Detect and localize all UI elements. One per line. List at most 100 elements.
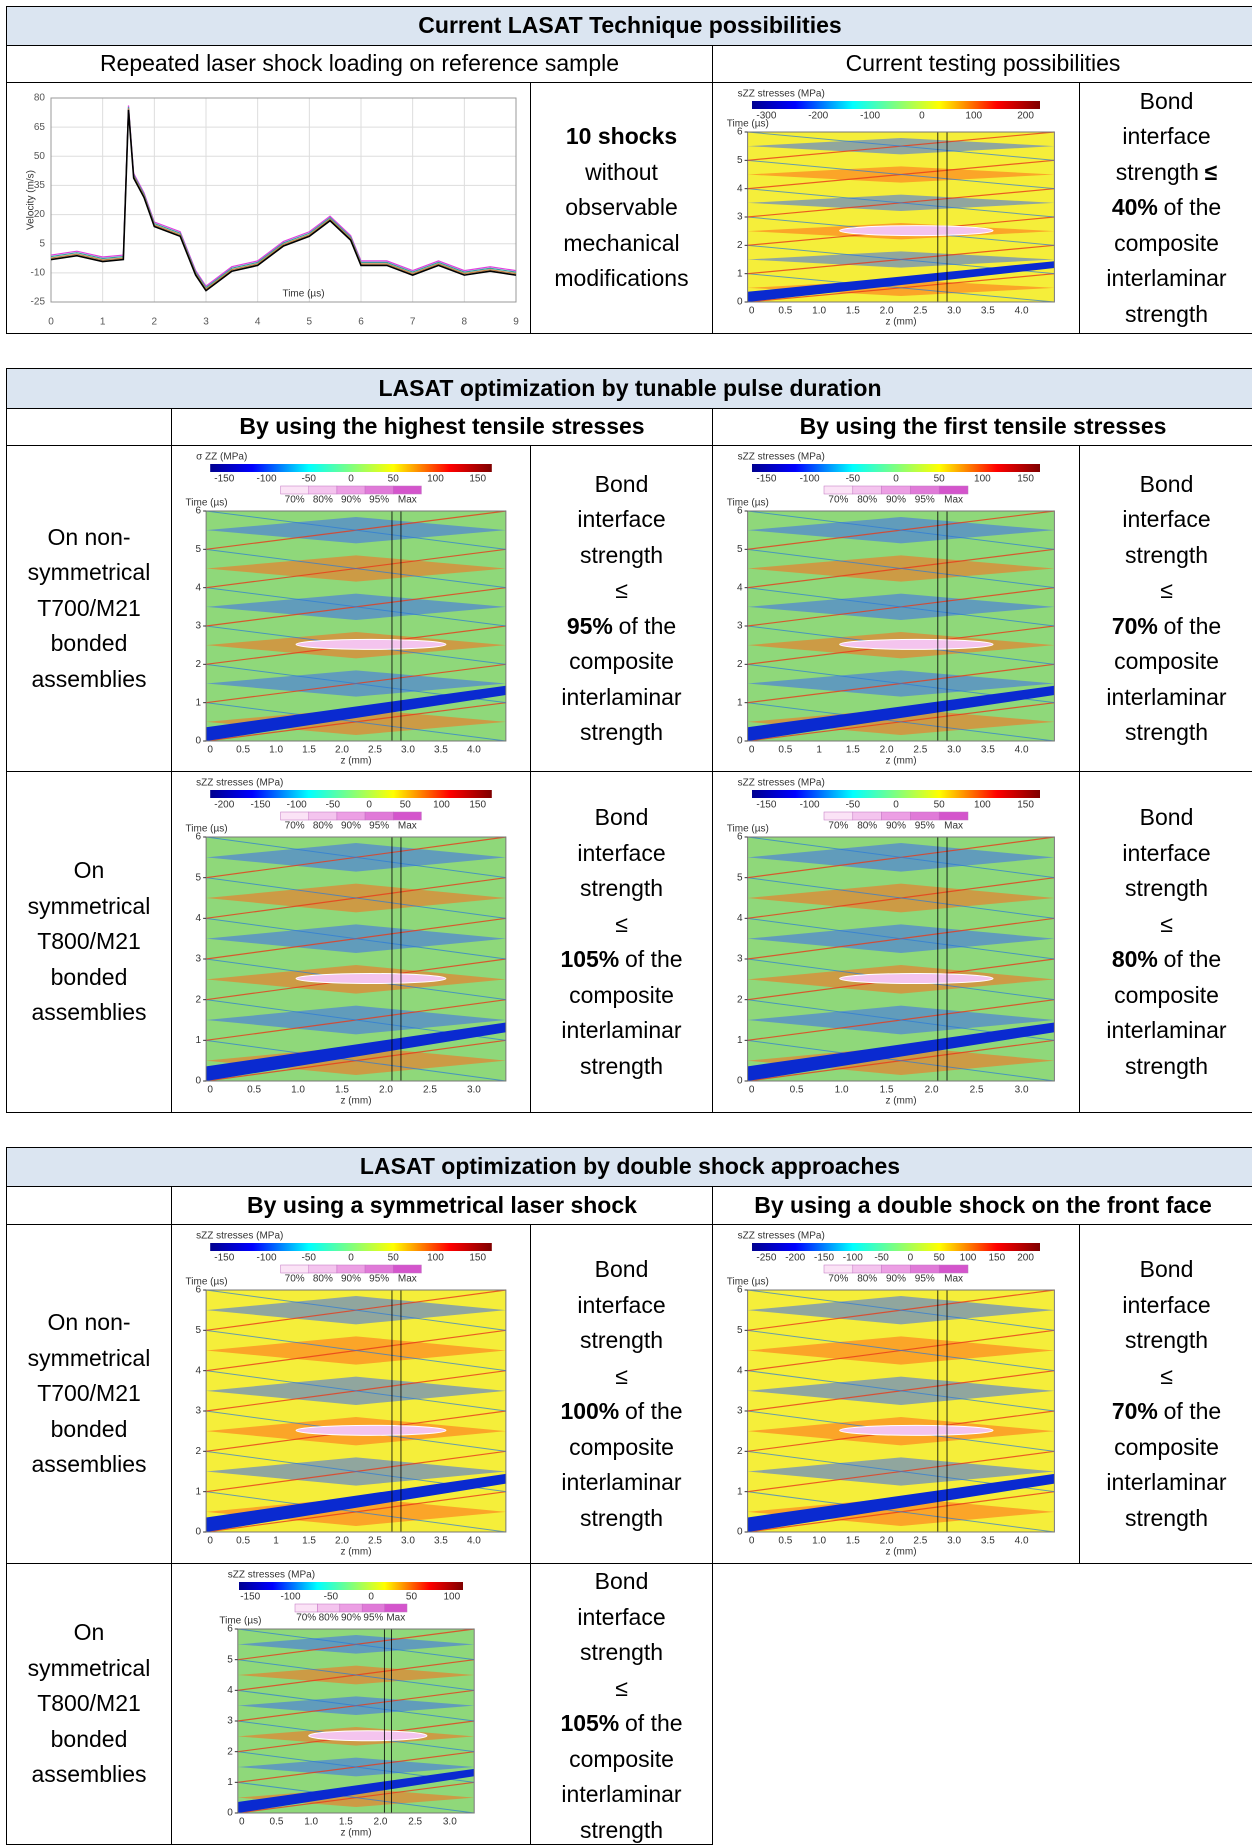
- percent-label: 95%: [915, 494, 935, 505]
- percent-swatch: [308, 485, 338, 494]
- text-line: strength: [580, 1635, 663, 1671]
- percent-swatch: [938, 811, 969, 821]
- percent-label: Max: [944, 821, 963, 832]
- colorbar-tick-label: -100: [287, 800, 307, 811]
- y-tick-label: 3: [196, 1406, 202, 1417]
- wave-line: [747, 159, 1055, 190]
- text-line: ≤: [1160, 907, 1173, 943]
- y-tick-label: 3: [196, 954, 202, 965]
- critical-zone: [839, 638, 994, 650]
- text-line: assemblies: [31, 995, 146, 1031]
- y-tick-label: 3: [737, 954, 743, 965]
- percent-label: 70%: [828, 821, 848, 832]
- y-tick-label: 4: [196, 582, 202, 593]
- wave-line: [747, 1329, 1055, 1372]
- text-line: On: [74, 1615, 105, 1651]
- text-line: interface: [577, 502, 665, 538]
- text: symmetrical: [27, 559, 151, 586]
- text-line: composite: [569, 1742, 674, 1778]
- colorbar-tick-label: 50: [406, 1592, 418, 1603]
- x-tick-label: 1.0: [291, 1085, 305, 1096]
- stress-plot: sZZ stresses (MPa)-150 -100 -50 0 50 100 15070…: [727, 451, 1055, 766]
- y-tick-label: 4: [737, 582, 743, 593]
- percent-swatch: [339, 1603, 363, 1613]
- percent-label: 95%: [369, 1274, 389, 1285]
- table-title: LASAT optimization by tunable pulse dura…: [6, 368, 1252, 409]
- wave-line: [206, 701, 506, 741]
- plot-cell: sZZ stresses (MPa) -300 -200 -100 0 100 200 Tim…: [712, 82, 1080, 334]
- x-axis-label: z (mm): [885, 1547, 916, 1558]
- text: strength: [579, 541, 664, 568]
- text: of the: [625, 1398, 683, 1424]
- percent-swatch: [852, 1264, 882, 1274]
- text-line: mechanical: [563, 226, 679, 262]
- bold-text: 10 shocks: [565, 123, 678, 150]
- plot-cell: sZZ stresses (MPa) -200 -150 -100 -50 0 50 100 1…: [171, 771, 531, 1113]
- percent-label: 95%: [363, 1613, 383, 1624]
- text: strength: [1124, 1327, 1209, 1353]
- bold-text: 40%: [1111, 194, 1158, 221]
- text: strength: [579, 875, 664, 901]
- colorbar-tick-label: 0: [348, 1253, 354, 1264]
- y-tick-label: 6: [737, 505, 743, 516]
- colorbar-tick-label: -150: [214, 1253, 234, 1264]
- x-tick-label: 2.5: [368, 744, 382, 755]
- text: Bond: [1139, 470, 1194, 497]
- colorbar-tick-label: -200: [214, 800, 234, 811]
- y-tick-label: 4: [737, 183, 743, 194]
- stress-plot: sZZ stresses (MPa)-150 -100 -50 0 50 100 15070…: [727, 778, 1055, 1107]
- y-tick-label: 0: [737, 297, 743, 308]
- colorbar-tick-label: -50: [874, 1253, 889, 1264]
- text-cell: Bond interface strength ≤105% of the composit…: [530, 771, 713, 1113]
- text: interlaminar: [1106, 1469, 1227, 1495]
- y-tick-label: 0: [196, 1076, 202, 1087]
- y-tick-label: 4: [737, 913, 743, 924]
- stress-plot: sZZ stresses (MPa)-300 -200 -100 0 100 200Tim…: [727, 89, 1055, 328]
- y-tick-label: 80: [34, 93, 46, 104]
- x-tick-label: 0.5: [270, 1817, 284, 1828]
- text: of the: [625, 1710, 683, 1736]
- text-line: ≤: [1160, 573, 1173, 609]
- x-tick-label: 0: [48, 317, 54, 328]
- text: strength: [579, 1052, 664, 1079]
- text-cell: Bond interface strength ≤70% of the composite…: [1079, 1224, 1252, 1564]
- percent-swatch: [823, 811, 854, 821]
- text: strength: [1124, 541, 1209, 568]
- x-axis-label: z (mm): [340, 1828, 371, 1839]
- row-label: On symmetrical T800/M21 bonded assemblies: [6, 1563, 172, 1845]
- y-tick-label: 5: [227, 1654, 233, 1665]
- wave-line: [747, 273, 1055, 303]
- text-line: composite: [569, 644, 674, 680]
- text: strength: [1124, 875, 1209, 901]
- percent-swatch: [823, 485, 854, 494]
- percent-swatch: [294, 1603, 318, 1613]
- colorbar-tick-label: -150: [240, 1592, 260, 1603]
- y-tick-label: 50: [34, 151, 46, 162]
- percent-swatch: [364, 811, 394, 821]
- text-line: bonded: [51, 1412, 128, 1448]
- text-line: T700/M21: [37, 1376, 141, 1412]
- text-line: assemblies: [31, 1757, 146, 1793]
- x-tick-label: 1.5: [846, 1536, 860, 1547]
- x-tick-label: 1.0: [812, 306, 826, 317]
- x-tick-label: 3.0: [401, 1536, 415, 1547]
- plot-cell: σ ZZ (MPa) -150 -100 -50 0 50 100 150 70% 80% 90% 9…: [171, 445, 531, 772]
- text: composite: [1114, 229, 1219, 256]
- colorbar-tick-label: 100: [427, 473, 444, 484]
- text-cell: Bond interface strength ≤40% of the composite…: [1079, 82, 1252, 334]
- text: interface: [577, 839, 666, 866]
- critical-zone: [839, 225, 994, 237]
- x-tick-label: 4.0: [1015, 1536, 1029, 1547]
- text-line: ≤: [1160, 1359, 1173, 1395]
- y-axis-label: Time (µs): [727, 497, 769, 508]
- stress-band: [747, 1473, 1055, 1532]
- percent-label: 95%: [915, 821, 935, 832]
- percent-label: 95%: [915, 1274, 935, 1285]
- text-line: strength: [1125, 1323, 1208, 1359]
- percent-label: 90%: [886, 494, 906, 505]
- row-label: On non-symmetrical T700/M21 bonded assembli…: [6, 1224, 172, 1564]
- percent-label: 90%: [886, 821, 906, 832]
- y-tick-label: 65: [34, 122, 46, 133]
- text-line: composite: [569, 978, 674, 1014]
- x-tick-label: 2.0: [379, 1085, 393, 1096]
